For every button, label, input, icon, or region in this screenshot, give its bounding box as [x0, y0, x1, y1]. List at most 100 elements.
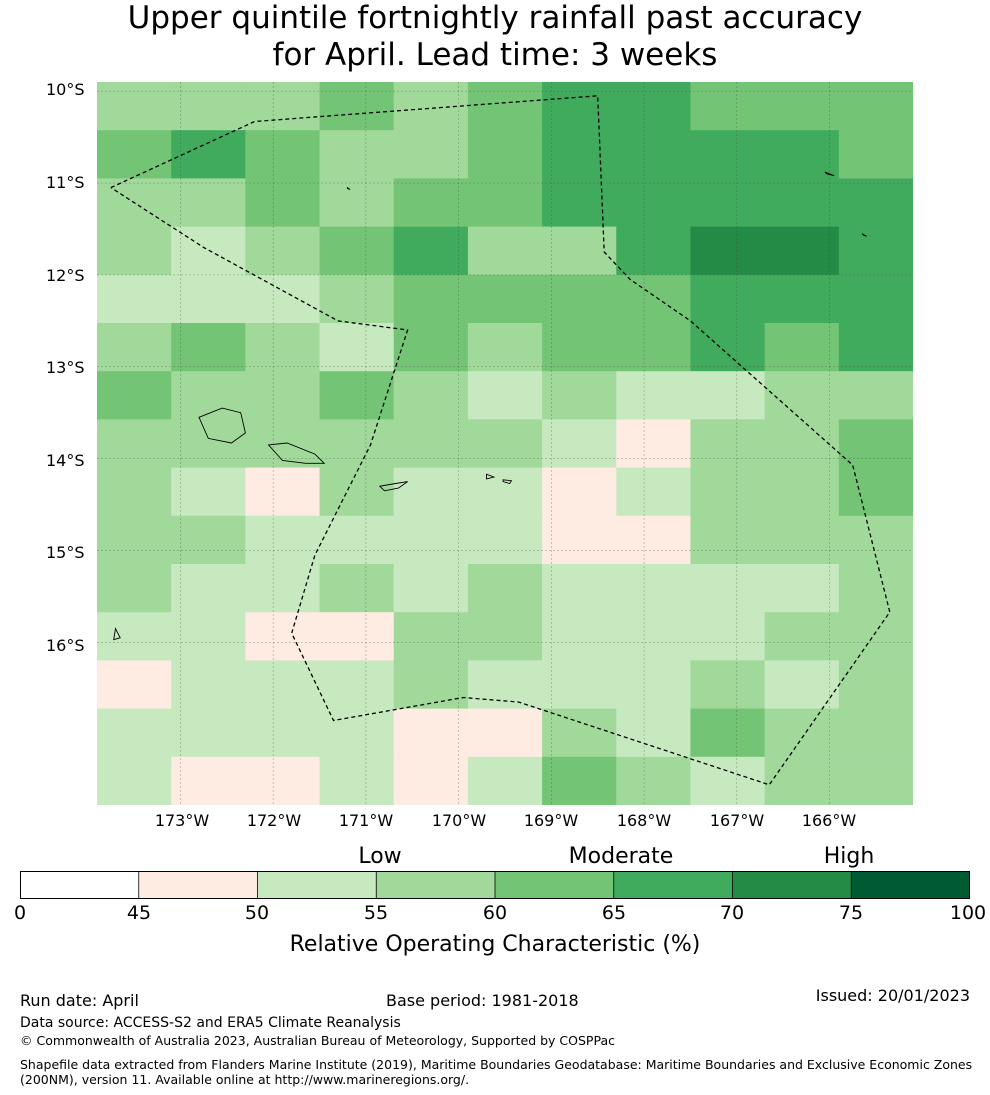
roc-cell: [616, 612, 692, 661]
roc-cell: [171, 756, 246, 805]
island-outline: [378, 481, 408, 492]
roc-cell: [764, 323, 840, 372]
roc-cell: [467, 274, 543, 324]
roc-cell: [245, 274, 321, 324]
roc-cell: [690, 612, 766, 661]
colorbar-tick: 75: [838, 902, 864, 924]
roc-cell: [467, 756, 543, 805]
roc-cell: [393, 564, 469, 613]
lat-label-16s: 16°S: [46, 636, 85, 655]
roc-cell: [245, 130, 321, 179]
roc-cell: [838, 419, 913, 469]
roc-cell: [393, 708, 469, 758]
roc-cell: [764, 419, 840, 469]
roc-cell: [616, 226, 692, 276]
roc-cell: [838, 612, 913, 661]
roc-cell: [245, 708, 321, 758]
colorbar-tick: 55: [363, 902, 389, 924]
roc-cell: [171, 467, 246, 517]
roc-cell: [467, 708, 543, 758]
roc-cell: [171, 226, 246, 276]
roc-cell: [764, 130, 840, 179]
roc-cell: [764, 178, 840, 228]
lon-label-170w: 170°W: [431, 811, 487, 830]
roc-cell: [542, 130, 617, 179]
roc-cell: [838, 274, 913, 324]
colorbar-bin: [613, 871, 733, 899]
roc-cell: [171, 564, 246, 613]
roc-cell: [690, 130, 766, 179]
roc-cell: [764, 467, 840, 517]
roc-cell: [171, 323, 246, 372]
roc-cell: [97, 371, 172, 420]
roc-cell: [97, 564, 172, 613]
roc-cell: [97, 274, 172, 324]
roc-cell: [690, 226, 766, 276]
roc-cell: [393, 467, 469, 517]
roc-cell: [838, 82, 913, 131]
roc-cell: [542, 371, 617, 420]
roc-cell: [690, 178, 766, 228]
roc-cell: [467, 419, 543, 469]
base-period: Base period: 1981-2018: [386, 991, 579, 1010]
roc-cell: [616, 178, 692, 228]
roc-cell: [97, 612, 172, 661]
roc-cell: [97, 323, 172, 372]
roc-cell: [467, 612, 543, 661]
roc-cell: [319, 467, 395, 517]
roc-cell: [97, 660, 172, 710]
roc-cell: [97, 467, 172, 517]
colorbar-tick: 65: [601, 902, 627, 924]
island-outline: [861, 233, 867, 237]
roc-cell: [393, 226, 469, 276]
roc-cell: [690, 756, 766, 805]
roc-cell: [171, 660, 246, 710]
roc-cell: [764, 274, 840, 324]
roc-cell: [393, 130, 469, 179]
roc-cell: [690, 515, 766, 565]
roc-cell: [245, 756, 321, 805]
roc-cell: [171, 515, 246, 565]
roc-cell: [97, 756, 172, 805]
roc-cell: [542, 660, 617, 710]
roc-cell: [838, 323, 913, 372]
roc-cell: [616, 756, 692, 805]
roc-cell: [542, 612, 617, 661]
lat-label-13s: 13°S: [46, 358, 85, 377]
roc-cell: [542, 323, 617, 372]
roc-cell: [245, 178, 321, 228]
roc-cell: [245, 371, 321, 420]
roc-cell: [393, 756, 469, 805]
roc-cell: [616, 708, 692, 758]
roc-cell: [764, 708, 840, 758]
roc-cell: [245, 323, 321, 372]
roc-cell: [690, 660, 766, 710]
roc-cell: [467, 660, 543, 710]
roc-cell: [616, 274, 692, 324]
roc-cell: [542, 419, 617, 469]
roc-cell: [171, 708, 246, 758]
roc-cell: [245, 82, 321, 131]
roc-cell: [838, 564, 913, 613]
colorbar-bin: [851, 871, 970, 899]
roc-cell: [616, 323, 692, 372]
island-outline: [267, 442, 326, 464]
roc-cell: [97, 708, 172, 758]
roc-cell: [764, 371, 840, 420]
roc-cell: [838, 371, 913, 420]
colorbar-tick: 0: [13, 902, 27, 924]
roc-cell: [542, 178, 617, 228]
colorbar-tick: 50: [244, 902, 270, 924]
colorbar-label: Relative Operating Characteristic (%): [289, 932, 701, 957]
lat-label-14s: 14°S: [46, 451, 85, 470]
title-line-2: for April. Lead time: 3 weeks: [272, 37, 718, 73]
roc-cell: [467, 130, 543, 179]
lat-label-12s: 12°S: [46, 266, 85, 285]
colorbar-tick: 100: [949, 902, 987, 924]
roc-cell: [319, 708, 395, 758]
roc-cell: [171, 419, 246, 469]
roc-cell: [690, 467, 766, 517]
roc-cell: [245, 612, 321, 661]
roc-cell: [393, 178, 469, 228]
roc-cell: [171, 371, 246, 420]
